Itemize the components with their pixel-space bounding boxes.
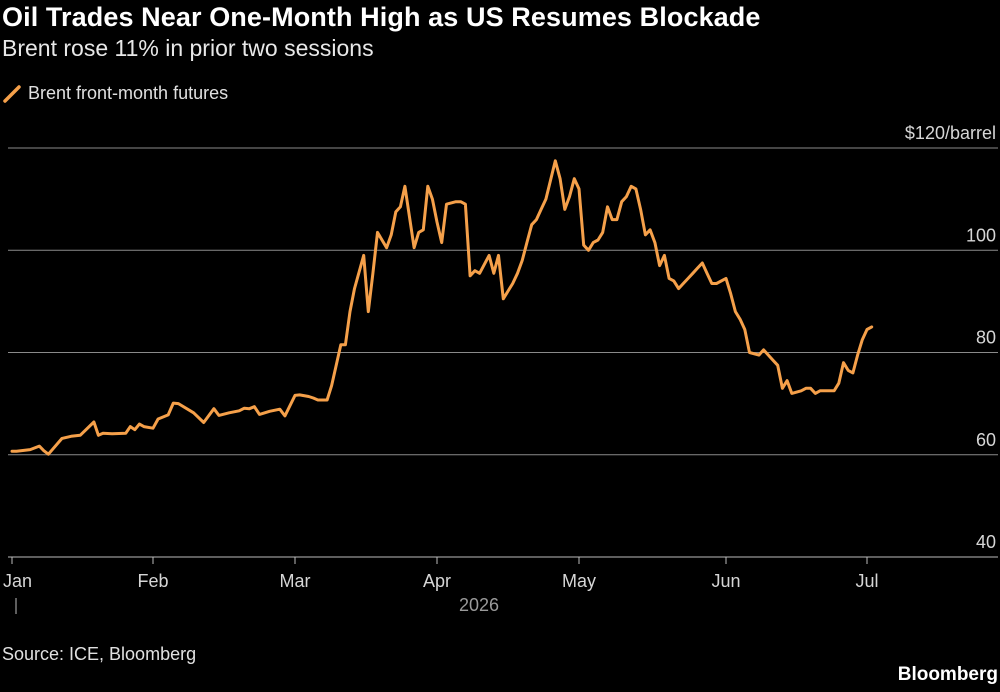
x-tick-label-may: May <box>562 571 596 591</box>
y-tick-label-120: $120/barrel <box>905 123 996 143</box>
x-tick-label-jun: Jun <box>711 571 740 591</box>
y-tick-label-40: 40 <box>976 532 996 552</box>
source-note: Source: ICE, Bloomberg <box>2 644 197 664</box>
y-tick-label-100: 100 <box>966 225 996 245</box>
x-tick-label-feb: Feb <box>137 571 168 591</box>
chart-title: Oil Trades Near One-Month High as US Res… <box>2 2 761 32</box>
legend-swatch <box>3 84 21 103</box>
chart-subtitle: Brent rose 11% in prior two sessions <box>2 35 374 61</box>
x-tick-label-apr: Apr <box>423 571 451 591</box>
x-tick-label-jul: Jul <box>855 571 878 591</box>
year-label: 2026 <box>459 595 499 615</box>
series-line-brent <box>10 159 874 456</box>
x-tick-label-mar: Mar <box>280 571 311 591</box>
bloomberg-logo: Bloomberg <box>897 664 998 685</box>
y-tick-label-60: 60 <box>976 430 996 450</box>
x-tick-label-jan: Jan <box>3 571 32 591</box>
y-tick-label-80: 80 <box>976 328 996 348</box>
legend: Brent front-month futures <box>2 83 228 104</box>
legend-label: Brent front-month futures <box>28 83 229 103</box>
